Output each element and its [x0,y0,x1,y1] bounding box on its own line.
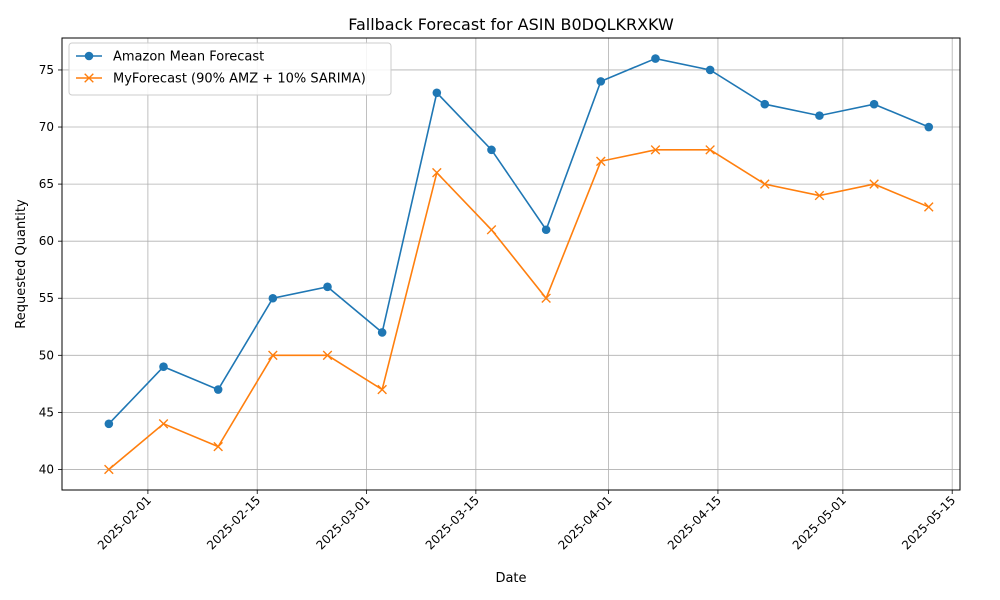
data-point [869,99,879,109]
x-tick-label: 2025-02-01 [95,493,154,552]
x-axis-label: Date [495,571,526,586]
legend-label: MyForecast (90% AMZ + 10% SARIMA) [113,72,366,87]
series-line [108,57,930,425]
data-point [760,99,770,109]
legend-box [68,42,392,96]
y-tick-label: 70 [39,120,54,134]
data-point [268,350,278,361]
data-point [213,441,223,452]
data-point [596,77,606,86]
chart-title: Fallback Forecast for ASIN B0DQLKRXKW [348,15,674,34]
y-tick-label: 50 [39,348,54,362]
data-point [705,145,715,155]
data-point [268,293,278,303]
data-point [104,464,114,475]
tick-layer: 40 45 50 55 60 65 70 75 2025-02-01 2025-02-15 2025… [39,63,959,552]
data-point [923,202,934,212]
data-point [377,384,387,395]
legend-label: Amazon Mean Forecast [113,50,264,65]
series-0 [104,54,934,429]
y-axis-label: Requested Quantity [14,199,29,329]
data-point [651,54,660,63]
grid [62,38,960,490]
x-tick-label: 2025-02-15 [204,493,263,552]
series-layer [104,54,934,475]
data-point [650,145,661,155]
data-point [541,293,551,304]
y-tick-label: 55 [39,291,54,305]
data-point [432,88,442,98]
data-point [213,385,223,394]
y-tick-label: 65 [39,177,54,191]
data-point [759,179,770,189]
data-point [924,122,934,132]
x-tick-label: 2025-03-15 [423,493,482,552]
y-tick-label: 60 [39,234,54,248]
legend: Amazon Mean Forecast MyForecast (90% AMZ … [68,42,392,96]
x-tick-label: 2025-04-01 [556,493,615,552]
data-point [487,145,496,155]
x-tick-label: 2025-05-01 [790,493,849,552]
data-point [705,65,715,75]
data-point [869,179,879,189]
x-tick-label: 2025-04-15 [665,493,724,552]
x-tick-label: 2025-03-01 [313,493,372,552]
y-tick-label: 45 [39,405,54,419]
legend-marker [84,51,94,61]
data-point [486,224,497,235]
legend-marker [84,73,94,83]
data-point [377,328,387,337]
data-point [158,419,169,429]
data-point [814,190,825,201]
data-point [815,111,824,120]
data-point [541,225,551,235]
x-tick-label: 2025-05-15 [899,493,958,552]
plot-frame [61,37,961,491]
series-1 [104,145,934,475]
y-tick-label: 75 [39,63,54,77]
data-point [596,156,606,167]
data-point [432,167,442,178]
data-point [104,419,114,429]
data-point [323,282,332,292]
series-line [108,149,930,471]
data-point [159,362,168,372]
data-point [322,350,333,361]
y-tick-label: 40 [39,462,54,476]
